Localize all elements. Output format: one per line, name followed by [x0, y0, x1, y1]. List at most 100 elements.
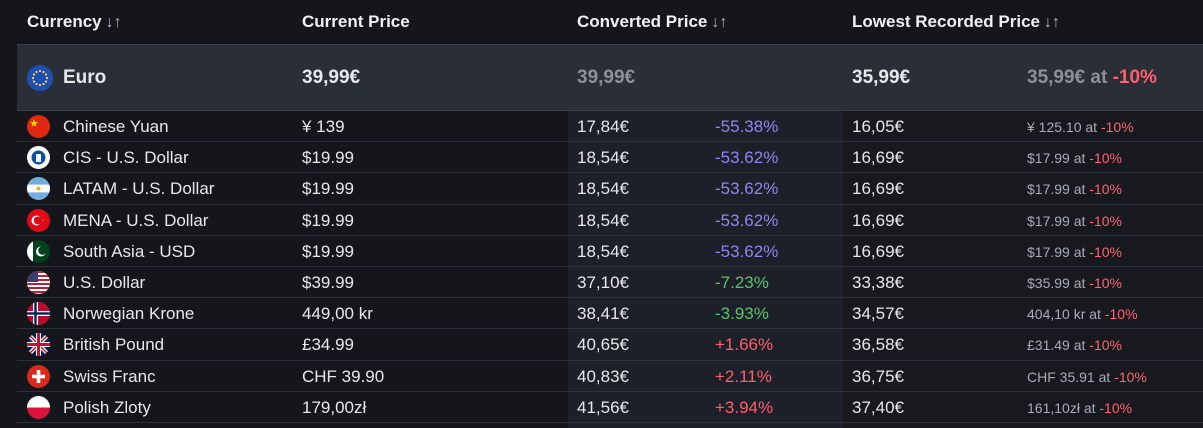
table-row: Polish Zloty 179,00zł 41,56€ +3.94% 37,4… [17, 392, 1203, 423]
currency-name: Swiss Franc [63, 366, 156, 386]
discount-badge: -10% [1089, 150, 1122, 167]
lowest-detail: $17.99 at -10% [1027, 243, 1122, 260]
lowest-price: 33,38€ [852, 272, 904, 292]
converted-price: 38,41€ [577, 304, 629, 324]
lowest-price: 16,69€ [852, 210, 904, 230]
converted-column-background [568, 111, 843, 428]
discount-badge: -10% [1089, 181, 1122, 198]
discount-badge: -10% [1104, 306, 1138, 323]
converted-price: 39,99€ [577, 67, 636, 88]
current-price: £34.99 [302, 335, 354, 355]
discount-badge: -10% [1089, 274, 1122, 291]
price-difference: -3.93% [715, 304, 769, 324]
lowest-price: 36,75€ [852, 366, 904, 386]
pl-flag-icon [27, 395, 50, 419]
lowest-price: 16,69€ [852, 179, 904, 199]
current-price-header: Current Price [302, 12, 410, 31]
lowest-price-header[interactable]: Lowest Recorded Price ↓↑ [852, 12, 1061, 31]
current-price: $39.99 [302, 272, 354, 292]
lowest-detail: £31.49 at -10% [1027, 337, 1122, 354]
gb-flag-icon [27, 333, 50, 357]
price-difference: -53.62% [715, 179, 779, 199]
current-price: 179,00zł [302, 397, 367, 417]
lowest-detail: 404,10 kr at -10% [1027, 306, 1138, 323]
lowest-price: 34,57€ [852, 304, 904, 324]
lowest-detail: $17.99 at -10% [1027, 181, 1122, 198]
price-difference: -53.62% [715, 210, 779, 230]
table-row: U.S. Dollar $39.99 37,10€ -7.23% 33,38€ … [17, 267, 1203, 299]
currency-name: Euro [63, 67, 107, 88]
price-difference: -7.23% [715, 272, 769, 292]
current-price: CHF 39.90 [302, 366, 385, 386]
lowest-price: 35,99€ [852, 67, 911, 88]
pk-flag-icon [27, 239, 50, 263]
currency-name: MENA - U.S. Dollar [63, 210, 209, 230]
discount-badge: -10% [1099, 399, 1133, 416]
current-price: $19.99 [302, 179, 354, 199]
currency-name: Chinese Yuan [63, 117, 169, 136]
current-price: 39,99€ [302, 67, 361, 88]
currency-name: Polish Zloty [63, 397, 151, 417]
currency-name: LATAM - U.S. Dollar [63, 179, 215, 199]
price-difference: +3.94% [715, 397, 774, 417]
ar-flag-icon [27, 177, 50, 201]
table-row: Swiss Franc CHF 39.90 40,83€ +2.11% 36,7… [17, 361, 1203, 392]
currency-name: Norwegian Krone [63, 304, 195, 324]
price-difference: +2.11% [715, 366, 772, 386]
price-difference: +1.66% [715, 335, 774, 355]
price-difference: -53.62% [715, 241, 779, 261]
lowest-price: 16,69€ [852, 148, 904, 168]
ch-flag-icon [27, 364, 50, 388]
lowest-price: 16,05€ [852, 117, 904, 136]
table-row: South Asia - USD $19.99 18,54€ -53.62% 1… [17, 236, 1203, 267]
table-header: Currency ↓↑ Current Price Converted Price… [17, 0, 1203, 44]
price-table: Euro 39,99€ 39,99€ 35,99€ 35,99€ at -10%… [17, 44, 1203, 423]
converted-price: 18,54€ [577, 241, 629, 261]
lowest-price: 36,58€ [852, 335, 904, 355]
table-row: LATAM - U.S. Dollar $19.99 18,54€ -53.62… [17, 173, 1203, 205]
lowest-price: 37,40€ [852, 397, 904, 417]
discount-badge: -10% [1089, 212, 1122, 229]
lowest-detail: $17.99 at -10% [1027, 150, 1122, 167]
eu-flag-icon [27, 65, 53, 91]
tr-flag-icon [27, 208, 50, 232]
current-price: $19.99 [302, 241, 354, 261]
discount-badge: -10% [1089, 337, 1122, 354]
discount-badge: -10% [1089, 243, 1122, 260]
lowest-detail: ¥ 125.10 at -10% [1027, 119, 1134, 135]
no-flag-icon [27, 302, 50, 326]
cn-flag-icon [27, 115, 50, 138]
sort-icon[interactable]: ↓↑ [1044, 14, 1061, 31]
cis-flag-icon [27, 146, 50, 170]
current-price: 449,00 kr [302, 304, 373, 324]
converted-price: 18,54€ [577, 179, 629, 199]
sort-icon[interactable]: ↓↑ [711, 14, 728, 31]
converted-price: 41,56€ [577, 397, 629, 417]
currency-name: British Pound [63, 335, 165, 355]
converted-price: 17,84€ [577, 117, 629, 136]
currency-name: South Asia - USD [63, 241, 196, 261]
base-currency-row: Euro 39,99€ 39,99€ 35,99€ 35,99€ at -10% [17, 44, 1203, 111]
sort-icon[interactable]: ↓↑ [105, 14, 122, 31]
current-price: $19.99 [302, 148, 354, 168]
table-row: MENA - U.S. Dollar $19.99 18,54€ -53.62%… [17, 205, 1203, 236]
converted-price: 40,83€ [577, 366, 629, 386]
currency-header[interactable]: Currency ↓↑ [27, 12, 122, 31]
table-row: British Pound £34.99 40,65€ +1.66% 36,58… [17, 329, 1203, 361]
lowest-detail: $17.99 at -10% [1027, 212, 1122, 229]
converted-price: 18,54€ [577, 210, 629, 230]
discount-badge: -10% [1114, 368, 1147, 385]
table-row: CIS - U.S. Dollar $19.99 18,54€ -53.62% … [17, 142, 1203, 174]
lowest-detail: CHF 35.91 at -10% [1027, 368, 1147, 385]
converted-price-header[interactable]: Converted Price ↓↑ [577, 12, 728, 31]
currency-name: CIS - U.S. Dollar [63, 148, 189, 168]
price-difference: -53.62% [715, 148, 779, 168]
lowest-detail: 35,99€ at -10% [1027, 67, 1157, 88]
table-row: Norwegian Krone 449,00 kr 38,41€ -3.93% … [17, 298, 1203, 330]
current-price: ¥ 139 [302, 117, 345, 136]
table-row: Chinese Yuan ¥ 139 17,84€ -55.38% 16,05€… [17, 111, 1203, 143]
price-difference: -55.38% [715, 117, 779, 136]
lowest-detail: $35.99 at -10% [1027, 274, 1122, 291]
discount-badge: -10% [1100, 119, 1134, 135]
converted-price: 37,10€ [577, 272, 629, 292]
